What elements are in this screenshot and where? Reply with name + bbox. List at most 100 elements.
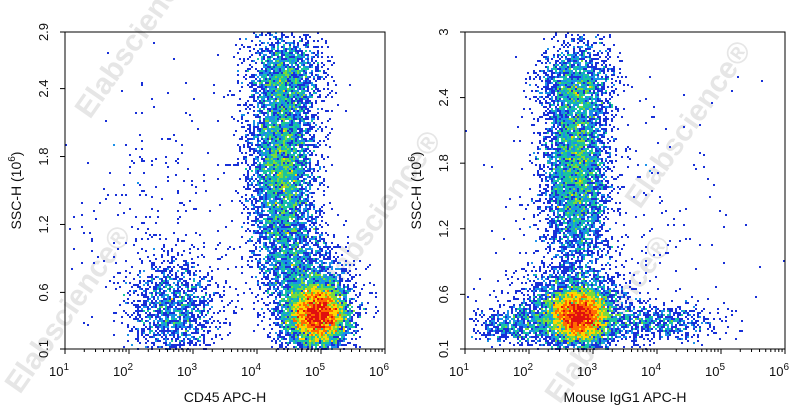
event-cell — [261, 106, 263, 108]
event-cell — [357, 312, 359, 314]
event-cell — [269, 52, 271, 54]
event-cell — [139, 184, 141, 186]
event-cell — [165, 280, 167, 282]
event-cell — [257, 124, 259, 126]
event-cell — [263, 238, 265, 240]
event-cell — [301, 216, 303, 218]
event-cell — [293, 258, 295, 260]
event-cell — [307, 286, 309, 288]
event-cell — [153, 286, 155, 288]
event-cell — [257, 280, 259, 282]
event-cell — [271, 150, 273, 152]
event-cell — [297, 156, 299, 158]
event-cell — [287, 170, 289, 172]
event-cell — [127, 292, 129, 294]
event-cell — [347, 284, 349, 286]
event-cell — [339, 286, 341, 288]
event-cell — [267, 188, 269, 190]
event-cell — [281, 154, 283, 156]
event-cell — [235, 288, 237, 290]
event-cell — [295, 270, 297, 272]
event-cell — [209, 294, 211, 296]
event-cell — [285, 286, 287, 288]
event-cell — [317, 252, 319, 254]
event-cell — [183, 298, 185, 300]
event-cell — [277, 70, 279, 72]
event-cell — [139, 310, 141, 312]
event-cell — [181, 254, 183, 256]
event-cell — [265, 158, 267, 160]
event-cell — [257, 166, 259, 168]
event-cell — [281, 50, 283, 52]
event-cell — [291, 130, 293, 132]
event-cell — [291, 68, 293, 70]
event-cell — [293, 238, 295, 240]
event-cell — [257, 314, 259, 316]
event-cell — [265, 244, 267, 246]
event-cell — [307, 148, 309, 150]
event-cell — [291, 106, 293, 108]
event-cell — [261, 82, 263, 84]
event-cell — [305, 266, 307, 268]
event-cell — [309, 100, 311, 102]
event-cell — [285, 216, 287, 218]
event-cell — [297, 100, 299, 102]
event-cell — [295, 70, 297, 72]
event-cell — [267, 58, 269, 60]
event-cell — [275, 176, 277, 178]
event-cell — [325, 254, 327, 256]
event-cell — [293, 122, 295, 124]
event-cell — [69, 228, 71, 230]
event-cell — [165, 162, 167, 164]
event-cell — [267, 112, 269, 114]
event-cell — [279, 76, 281, 78]
event-cell — [309, 256, 311, 258]
event-cell — [175, 296, 177, 298]
event-cell — [223, 286, 225, 288]
event-cell — [311, 214, 313, 216]
event-cell — [313, 86, 315, 88]
event-cell — [161, 294, 163, 296]
event-cell — [279, 58, 281, 60]
event-cell — [281, 272, 283, 274]
event-cell — [343, 298, 345, 300]
event-cell — [277, 126, 279, 128]
event-cell — [265, 176, 267, 178]
event-cell — [289, 184, 291, 186]
event-cell — [137, 228, 139, 230]
event-cell — [181, 268, 183, 270]
event-cell — [271, 228, 273, 230]
event-cell — [303, 130, 305, 132]
event-cell — [299, 218, 301, 220]
event-cell — [191, 258, 193, 260]
event-cell — [287, 278, 289, 280]
event-cell — [293, 120, 295, 122]
event-cell — [297, 224, 299, 226]
event-cell — [321, 294, 323, 296]
event-cell — [249, 238, 251, 240]
event-cell — [291, 190, 293, 192]
event-cell — [251, 154, 253, 156]
event-cell — [161, 282, 163, 284]
event-cell — [261, 74, 263, 76]
event-cell — [293, 270, 295, 272]
event-cell — [265, 48, 267, 50]
event-cell — [269, 144, 271, 146]
event-cell — [161, 306, 163, 308]
event-cell — [315, 102, 317, 104]
event-cell — [293, 216, 295, 218]
event-cell — [257, 130, 259, 132]
event-cell — [277, 278, 279, 280]
event-cell — [245, 176, 247, 178]
event-cell — [303, 162, 305, 164]
event-cell — [169, 312, 171, 314]
event-cell — [261, 264, 263, 266]
event-cell — [149, 292, 151, 294]
event-cell — [375, 292, 377, 294]
event-cell — [261, 192, 263, 194]
event-cell — [283, 76, 285, 78]
event-cell — [269, 272, 271, 274]
event-cell — [269, 66, 271, 68]
event-cell — [283, 270, 285, 272]
event-cell — [195, 306, 197, 308]
